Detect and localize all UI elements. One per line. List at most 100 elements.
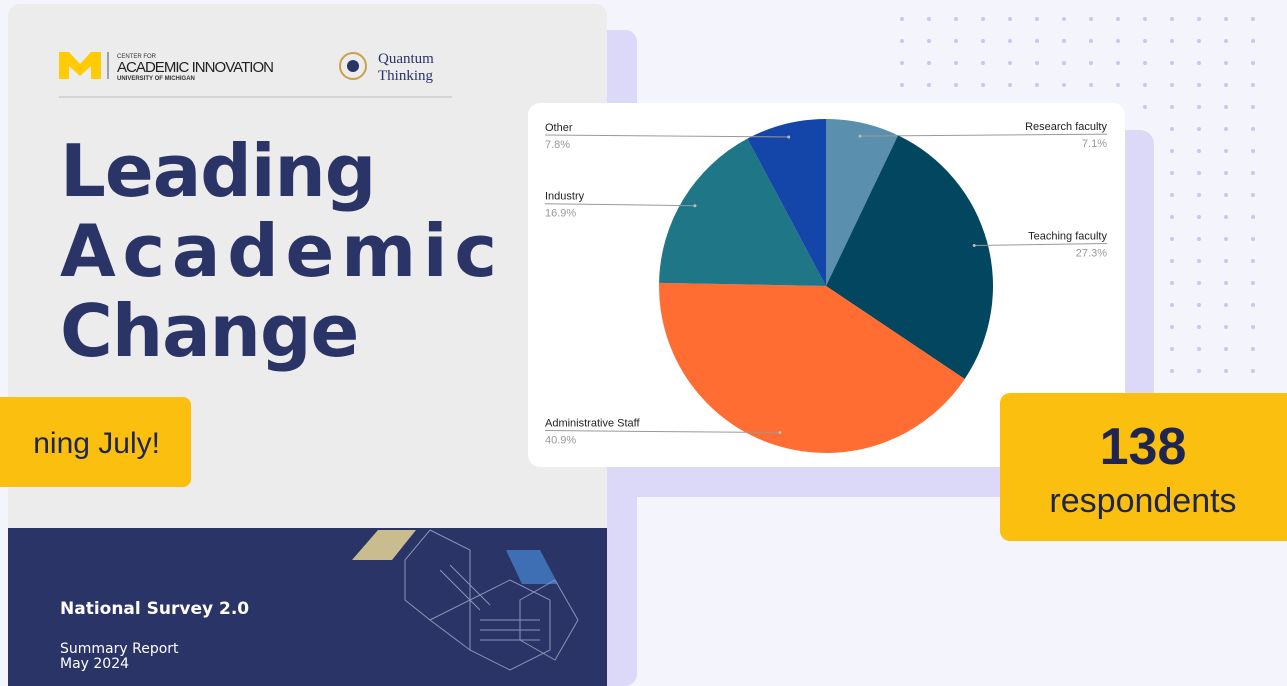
um-logo xyxy=(59,52,101,79)
dot xyxy=(1251,369,1255,373)
dot xyxy=(1251,347,1255,351)
dot xyxy=(1170,215,1174,219)
slice-label: Industry xyxy=(545,191,585,203)
cover-bg xyxy=(8,4,607,686)
cover-footer xyxy=(8,528,607,686)
dot xyxy=(1197,127,1201,131)
dot xyxy=(1224,325,1228,329)
slice-label: Administrative Staff xyxy=(545,418,641,430)
dot xyxy=(1224,347,1228,351)
dot xyxy=(1197,61,1201,65)
slice-value: 40.9% xyxy=(545,435,576,447)
dot xyxy=(954,83,958,87)
dot xyxy=(954,17,958,21)
dot xyxy=(1251,39,1255,43)
dot xyxy=(900,17,904,21)
dot xyxy=(981,17,985,21)
dot-pattern xyxy=(900,17,1255,373)
dot xyxy=(1224,193,1228,197)
dot xyxy=(1224,149,1228,153)
dot xyxy=(1224,237,1228,241)
cube-art xyxy=(404,529,579,671)
dot xyxy=(900,61,904,65)
logo-text: Thinking xyxy=(378,68,433,84)
dot xyxy=(954,61,958,65)
dot xyxy=(1143,83,1147,87)
dot xyxy=(1170,193,1174,197)
dot xyxy=(927,39,931,43)
dot xyxy=(1197,171,1201,175)
dot xyxy=(1008,17,1012,21)
badge-text: ning July! xyxy=(33,427,160,460)
dot xyxy=(1170,171,1174,175)
report-cover: CENTER FOR ACADEMIC INNOVATION UNIVERSIT… xyxy=(8,4,607,686)
dot xyxy=(1089,17,1093,21)
dot xyxy=(1170,347,1174,351)
dot xyxy=(1170,237,1174,241)
stat-badge xyxy=(1000,393,1287,541)
dot xyxy=(1197,347,1201,351)
dot xyxy=(1197,17,1201,21)
dot xyxy=(1170,127,1174,131)
deco xyxy=(352,530,416,560)
dot xyxy=(1116,39,1120,43)
dot xyxy=(981,83,985,87)
slice-label: Other xyxy=(545,122,573,134)
dot xyxy=(981,61,985,65)
dot xyxy=(927,61,931,65)
qt-logo xyxy=(339,52,367,80)
slice-value: 16.9% xyxy=(545,208,576,220)
dot xyxy=(1197,215,1201,219)
leader-dot xyxy=(778,431,782,435)
slice-value: 27.3% xyxy=(1076,247,1107,259)
leader-line xyxy=(544,430,780,434)
dot xyxy=(1008,39,1012,43)
dot xyxy=(1224,281,1228,285)
dot xyxy=(1170,17,1174,21)
dot xyxy=(1197,237,1201,241)
dot xyxy=(1224,171,1228,175)
dot xyxy=(1170,105,1174,109)
dot xyxy=(927,83,931,87)
dot xyxy=(1170,39,1174,43)
badge xyxy=(0,397,191,487)
dot xyxy=(1170,281,1174,285)
dot xyxy=(1116,61,1120,65)
dot xyxy=(1089,39,1093,43)
dot xyxy=(1251,325,1255,329)
pie-chart: Research faculty 7.1% Teaching faculty 27.3… xyxy=(544,119,1108,454)
dot xyxy=(1143,39,1147,43)
pie-slice xyxy=(658,282,965,454)
cover-title: Change xyxy=(60,289,358,373)
dot xyxy=(1224,39,1228,43)
report-date: May 2024 xyxy=(60,656,129,672)
leader-dot xyxy=(787,135,791,139)
leader-dot xyxy=(693,204,697,208)
dot xyxy=(1224,83,1228,87)
dot xyxy=(1008,83,1012,87)
dot xyxy=(1116,17,1120,21)
dot xyxy=(1251,281,1255,285)
leader-line xyxy=(544,203,696,207)
dot xyxy=(1170,149,1174,153)
dot xyxy=(900,83,904,87)
logo-text: Quantum xyxy=(378,51,434,67)
dot xyxy=(1062,83,1066,87)
dot xyxy=(1197,83,1201,87)
dot xyxy=(1170,369,1174,373)
dot xyxy=(1251,171,1255,175)
dot xyxy=(1143,17,1147,21)
dot xyxy=(1143,61,1147,65)
dot xyxy=(1170,325,1174,329)
dot xyxy=(1251,193,1255,197)
dot xyxy=(1062,17,1066,21)
slice-value: 7.1% xyxy=(1082,138,1107,150)
pie-slice xyxy=(826,119,899,286)
leader-line xyxy=(974,242,1108,246)
dot xyxy=(954,39,958,43)
slice-label: Teaching faculty xyxy=(1028,230,1107,242)
pie-slice xyxy=(747,119,826,286)
survey-name: National Survey 2.0 xyxy=(60,599,249,619)
dot xyxy=(1224,303,1228,307)
dot xyxy=(981,39,985,43)
